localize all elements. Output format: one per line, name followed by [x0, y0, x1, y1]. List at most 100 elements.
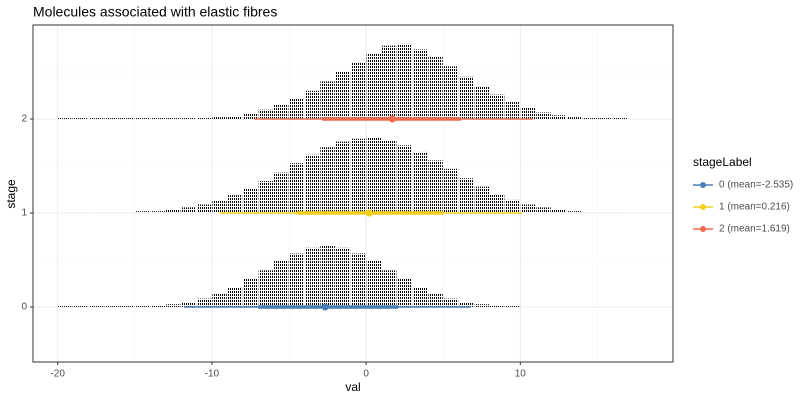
- dot-stack: [366, 137, 382, 214]
- dot-stack: [382, 45, 397, 120]
- dot-stack: [73, 118, 89, 120]
- dot-stack: [505, 306, 520, 308]
- dot-stack: [73, 212, 89, 214]
- dot-stack: [135, 306, 150, 308]
- x-tick-label: -10: [205, 369, 220, 380]
- legend-label: 0 (mean=-2.535): [719, 180, 793, 191]
- dot-stack: [597, 212, 613, 214]
- dot-stack: [582, 212, 597, 214]
- legend-label: 1 (mean=0.216): [719, 202, 790, 213]
- y-tick-label: 1: [21, 208, 27, 219]
- dot-stack: [366, 53, 382, 120]
- dot-stack: [335, 247, 351, 308]
- dot-stack: [474, 186, 489, 214]
- dot-stack: [443, 168, 459, 214]
- dot-stack: [551, 209, 567, 214]
- dot-stack: [397, 278, 412, 308]
- dot-stack: [335, 72, 351, 120]
- dot-stack: [459, 76, 474, 120]
- dot-stack: [212, 117, 227, 120]
- dot-stack: [459, 302, 474, 308]
- dot-stack: [613, 212, 628, 214]
- dot-stack: [551, 115, 567, 120]
- dot-stack: [536, 112, 551, 120]
- dot-stack: [536, 207, 551, 214]
- dot-stack: [58, 118, 73, 120]
- dot-stack: [181, 207, 196, 214]
- dot-stack: [443, 298, 459, 308]
- dot-stack: [459, 178, 474, 214]
- dot-stack: [243, 188, 258, 214]
- dot-stack: [320, 147, 335, 214]
- dot-stack: [366, 260, 382, 308]
- dot-stack: [119, 306, 135, 308]
- dot-stack: [289, 253, 304, 308]
- dot-stack: [520, 204, 536, 214]
- dot-stack: [258, 181, 274, 214]
- dot-stack: [196, 118, 212, 120]
- x-tick-label: 0: [363, 369, 369, 380]
- dot-stack: [382, 140, 397, 214]
- dot-stack: [150, 305, 166, 308]
- x-tick-label: -20: [50, 369, 65, 380]
- chart-title: Molecules associated with elastic fibres: [33, 4, 277, 20]
- dot-stack: [89, 306, 104, 308]
- dot-stack: [412, 151, 428, 214]
- dot-stack: [274, 104, 289, 120]
- dot-stack: [166, 304, 181, 308]
- x-axis-title: val: [345, 380, 360, 394]
- dot-stack: [274, 260, 289, 308]
- dot-stack: [505, 102, 520, 120]
- dot-stack: [58, 212, 73, 214]
- dot-stack: [119, 118, 135, 120]
- point: [365, 209, 373, 217]
- dot-stack: [597, 118, 613, 120]
- dot-stack: [351, 253, 366, 308]
- dot-stack: [474, 304, 489, 308]
- point: [388, 115, 396, 123]
- dot-stack: [489, 194, 505, 214]
- dot-stack: [166, 118, 181, 120]
- dot-stack: [520, 107, 536, 120]
- dot-stack: [89, 118, 104, 120]
- dot-stack: [258, 109, 274, 120]
- dot-stack: [428, 160, 443, 214]
- dot-stack: [397, 43, 412, 120]
- x-tick-label: 10: [515, 369, 527, 380]
- dot-stack: [243, 278, 258, 308]
- dot-stack: [428, 56, 443, 120]
- dot-stack: [119, 212, 135, 214]
- dot-stack: [212, 200, 227, 214]
- dot-stack: [135, 118, 150, 120]
- y-axis-title: stage: [4, 179, 18, 209]
- dot-stack: [150, 211, 166, 214]
- dot-stack: [89, 212, 104, 214]
- point: [321, 303, 329, 311]
- dot-stack: [243, 113, 258, 120]
- dot-stack: [227, 116, 243, 120]
- legend-dot: [700, 182, 706, 188]
- dot-stack: [227, 287, 243, 308]
- dot-stack: [489, 94, 505, 120]
- dot-stack: [181, 118, 196, 120]
- dot-stack: [104, 118, 119, 120]
- dot-stack: [304, 154, 320, 214]
- dot-stack: [567, 117, 582, 120]
- dot-stack: [196, 298, 212, 308]
- dot-stack: [150, 118, 166, 120]
- dot-stack: [289, 163, 304, 214]
- dot-stack: [227, 195, 243, 214]
- plot-border: [32, 24, 674, 363]
- dot-stack: [505, 199, 520, 214]
- dot-stack: [304, 247, 320, 308]
- dot-stack: [196, 204, 212, 214]
- legend-dot: [700, 204, 706, 210]
- dot-stack: [320, 245, 335, 308]
- dot-stack: [104, 212, 119, 214]
- dot-stack: [104, 306, 119, 308]
- dot-stack: [181, 302, 196, 308]
- dot-stack: [397, 145, 412, 214]
- y-tick-label: 2: [21, 114, 27, 125]
- legend-label: 2 (mean=1.619): [719, 224, 790, 235]
